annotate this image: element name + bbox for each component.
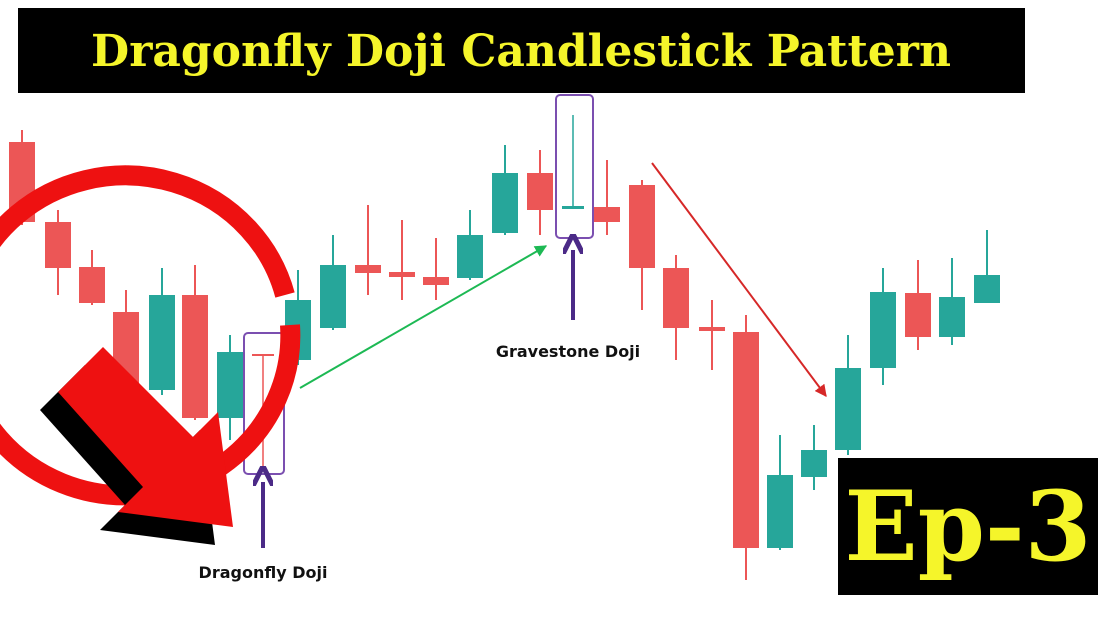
title-bar: [18, 8, 1025, 93]
candle-body: [562, 206, 584, 209]
label: Dragonfly Doji: [199, 563, 328, 582]
candle-body: [767, 475, 793, 548]
candle-body: [870, 292, 896, 368]
candle-body: [801, 450, 827, 477]
candle-body: [594, 207, 620, 222]
candle-body: [45, 222, 71, 268]
candle-body: [423, 277, 449, 285]
candle-body: [252, 354, 274, 356]
candle-body: [492, 173, 518, 233]
trend-arrow: [651, 162, 827, 397]
candle-body: [835, 368, 861, 450]
candle-body: [629, 185, 655, 268]
doji-box: [555, 94, 594, 239]
candle-body: [457, 235, 483, 278]
badge: Ep-3: [845, 470, 1092, 583]
candle-body: [939, 297, 965, 337]
badge-box: [838, 458, 1098, 595]
highlight-circle: [0, 165, 301, 506]
candle-body: [79, 267, 105, 303]
candle-body: [149, 295, 175, 390]
candle-body: [527, 173, 553, 210]
trend-arrow: [299, 245, 548, 389]
candle-body: [182, 295, 208, 418]
candle-body: [905, 293, 931, 337]
big-arrow: [58, 347, 233, 527]
title: Dragonfly Doji Candlestick Pattern: [91, 26, 951, 77]
candle-body: [733, 332, 759, 548]
candle-body: [389, 272, 415, 277]
candle-body: [699, 327, 725, 331]
label: Gravestone Doji: [496, 342, 640, 361]
candle-body: [974, 275, 1000, 303]
candle-body: [217, 352, 243, 418]
candle-body: [355, 265, 381, 273]
candle-body: [320, 265, 346, 328]
candle-body: [663, 268, 689, 328]
